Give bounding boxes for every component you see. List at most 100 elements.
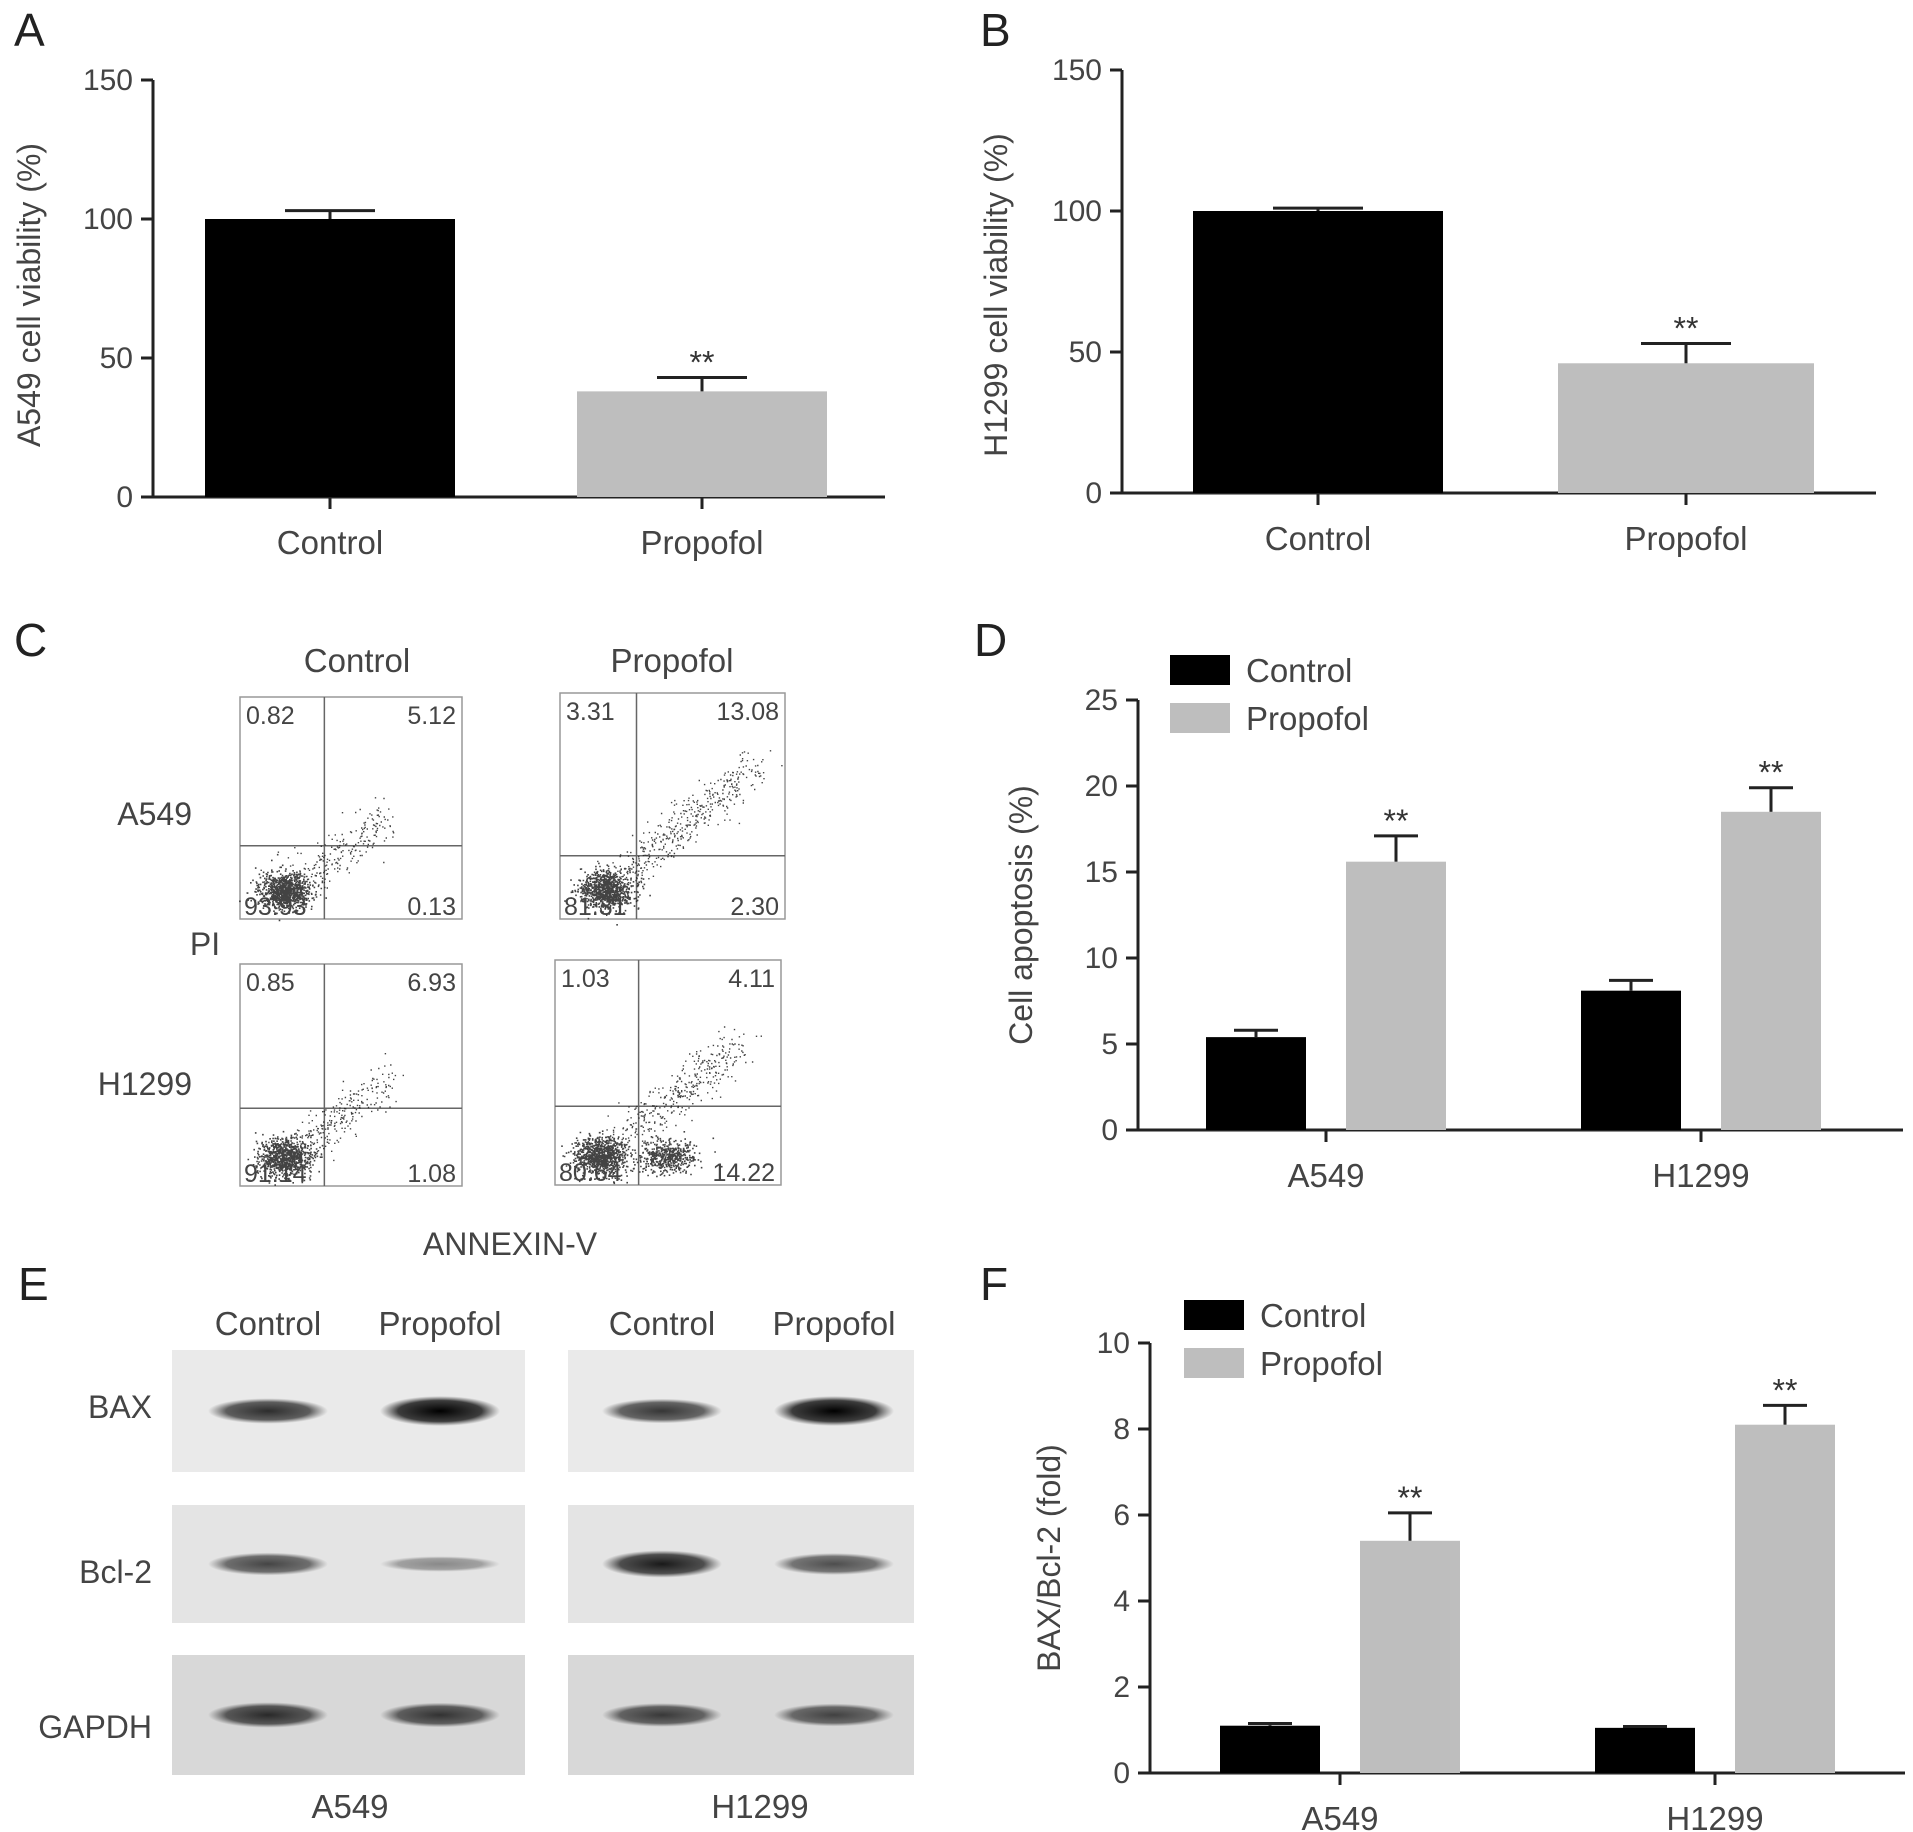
bar xyxy=(1193,211,1443,493)
y-tick-label: 100 xyxy=(83,203,133,236)
blot-lane-label: Control xyxy=(215,1305,321,1342)
quadrant-value-lower-left: 93.93 xyxy=(244,893,307,921)
bar xyxy=(205,219,455,497)
y-tick-label: 4 xyxy=(1113,1585,1130,1618)
flow-row-label: H1299 xyxy=(98,1066,192,1102)
panel-letter-f: F xyxy=(980,1258,1008,1310)
bar xyxy=(1206,1037,1306,1130)
flow-row-label: A549 xyxy=(117,796,192,832)
blot-band xyxy=(208,1702,328,1728)
chart-cell-apoptosis: 0 5 10 15 20 25 Cell apoptosis (%) A549 ** H1299 *… xyxy=(1003,652,1903,1194)
legend-swatch xyxy=(1184,1348,1244,1378)
flow-plot-a549-control: 0.82 5.12 93.93 0.13 xyxy=(239,696,463,922)
x-category-label: Control xyxy=(277,524,383,561)
y-tick-label: 5 xyxy=(1101,1028,1118,1061)
significance-marker: ** xyxy=(1398,1480,1423,1516)
blot-protein-label: BAX xyxy=(88,1389,152,1425)
blot-band xyxy=(602,1703,722,1727)
flow-cytometry-panel: Control Propofol A549 H1299 PI ANNEXIN-V… xyxy=(98,642,786,1262)
y-tick-label: 15 xyxy=(1085,856,1118,889)
legend-swatch xyxy=(1170,703,1230,733)
y-tick-label: 25 xyxy=(1085,684,1118,717)
quadrant-value-lower-left: 80.64 xyxy=(559,1159,622,1187)
y-tick-label: 0 xyxy=(116,481,133,514)
bar xyxy=(1581,990,1681,1130)
y-tick-label: 50 xyxy=(1069,336,1102,369)
blot-cell-line-label: A549 xyxy=(311,1788,388,1825)
y-tick-label: 0 xyxy=(1101,1114,1118,1147)
quadrant-value-upper-right: 13.08 xyxy=(716,698,779,726)
bar xyxy=(1360,1540,1460,1773)
y-tick-label: 20 xyxy=(1085,770,1118,803)
y-tick-label: 6 xyxy=(1113,1499,1130,1532)
panel-letter-a: A xyxy=(14,4,45,56)
quadrant-value-upper-left: 1.03 xyxy=(561,965,610,993)
x-category-label: H1299 xyxy=(1666,1800,1763,1832)
legend-label: Propofol xyxy=(1260,1345,1383,1382)
quadrant-value-upper-right: 6.93 xyxy=(407,969,456,997)
significance-marker: ** xyxy=(1674,311,1699,347)
x-category-label: A549 xyxy=(1301,1800,1378,1832)
panel-letter-d: D xyxy=(974,614,1007,666)
blot-band xyxy=(602,1550,722,1578)
bar xyxy=(1558,363,1814,493)
y-tick-label: 8 xyxy=(1113,1413,1130,1446)
y-tick-label: 2 xyxy=(1113,1671,1130,1704)
flow-y-axis-label: PI xyxy=(190,926,220,962)
y-axis-label: H1299 cell viability (%) xyxy=(978,133,1014,457)
y-tick-label: 10 xyxy=(1085,942,1118,975)
y-axis-label: Cell apoptosis (%) xyxy=(1003,785,1039,1045)
bar xyxy=(1721,811,1821,1130)
flow-scatter-events xyxy=(564,750,783,926)
significance-marker: ** xyxy=(1759,755,1784,791)
blot-cell-line-label: H1299 xyxy=(711,1788,808,1825)
legend-label: Control xyxy=(1260,1297,1366,1334)
blot-band xyxy=(380,1396,500,1426)
y-tick-label: 100 xyxy=(1052,195,1102,228)
x-category-label: A549 xyxy=(1287,1157,1364,1194)
y-tick-label: 50 xyxy=(100,342,133,375)
blot-band xyxy=(380,1556,500,1572)
y-tick-label: 0 xyxy=(1113,1757,1130,1790)
flow-column-header: Control xyxy=(304,642,410,679)
bar xyxy=(577,391,827,497)
panel-letter-e: E xyxy=(18,1258,49,1310)
y-tick-label: 150 xyxy=(83,64,133,97)
quadrant-value-lower-right: 0.13 xyxy=(407,893,456,921)
significance-marker: ** xyxy=(1384,803,1409,839)
blot-lane-label: Propofol xyxy=(773,1305,896,1342)
blot-protein-label: Bcl-2 xyxy=(79,1554,152,1590)
x-category-label: Propofol xyxy=(1625,520,1748,557)
bar xyxy=(1595,1727,1695,1773)
y-axis-label: BAX/Bcl-2 (fold) xyxy=(1031,1444,1067,1672)
blot-band xyxy=(774,1703,894,1727)
x-category-label: H1299 xyxy=(1652,1157,1749,1194)
quadrant-value-lower-right: 14.22 xyxy=(712,1159,775,1187)
quadrant-value-upper-right: 5.12 xyxy=(407,702,456,730)
blot-band xyxy=(774,1396,894,1426)
flow-plot-h1299-propofol: 1.03 4.11 80.64 14.22 xyxy=(554,959,782,1187)
blot-band xyxy=(208,1552,328,1576)
legend-swatch xyxy=(1184,1300,1244,1330)
flow-plot-a549-propofol: 3.31 13.08 81.31 2.30 xyxy=(559,692,786,926)
y-tick-label: 10 xyxy=(1097,1327,1130,1360)
quadrant-value-upper-left: 3.31 xyxy=(566,698,615,726)
quadrant-value-lower-left: 81.31 xyxy=(564,893,627,921)
panel-letter-c: C xyxy=(14,614,47,666)
x-category-label: Control xyxy=(1265,520,1371,557)
y-tick-label: 150 xyxy=(1052,54,1102,87)
y-axis-label: A549 cell viability (%) xyxy=(11,143,47,447)
flow-column-header: Propofol xyxy=(611,642,734,679)
flow-x-axis-label: ANNEXIN-V xyxy=(423,1226,598,1262)
flow-plot-frame xyxy=(239,696,463,920)
chart-bax-bcl2-ratio: 0 2 4 6 8 10 BAX/Bcl-2 (fold) A549 ** H1299 ** Cont… xyxy=(1031,1297,1905,1832)
chart-a549-viability: 0 50 100 150 A549 cell viability (%) Control P… xyxy=(11,64,885,561)
western-blot-panel: Control Propofol Control Propofol BAX Bc… xyxy=(38,1305,914,1825)
significance-marker: ** xyxy=(1773,1372,1798,1408)
blot-band xyxy=(774,1553,894,1575)
quadrant-value-upper-left: 0.85 xyxy=(246,969,295,997)
bar xyxy=(1346,861,1446,1130)
legend-label: Propofol xyxy=(1246,700,1369,737)
significance-marker: ** xyxy=(690,344,715,380)
